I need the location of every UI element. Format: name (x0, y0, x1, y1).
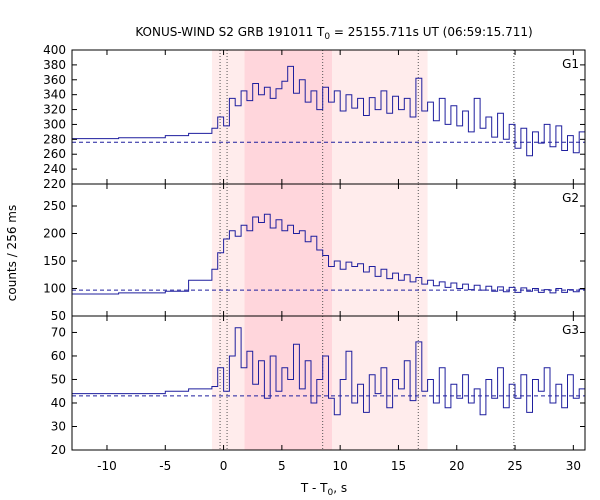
lightcurve-series (72, 327, 586, 416)
y-tick-label: 240 (43, 162, 66, 176)
panel-label: G1 (562, 57, 579, 71)
y-tick-label: 70 (51, 325, 66, 339)
lightcurve-series (72, 213, 586, 295)
y-tick-label: 50 (51, 372, 66, 386)
y-tick-label: 260 (43, 147, 66, 161)
interval-band (244, 316, 332, 450)
y-tick-label: 320 (43, 103, 66, 117)
y-tick-label: 30 (51, 419, 66, 433)
y-axis-label: counts / 256 ms (5, 205, 19, 301)
y-tick-label: 50 (51, 309, 66, 323)
y-tick-label: 100 (43, 282, 66, 296)
y-tick-label: 200 (43, 227, 66, 241)
y-tick-label: 20 (51, 443, 66, 457)
y-tick-label: 300 (43, 117, 66, 131)
x-axis-label: T - T0, s (300, 481, 347, 498)
interval-band (244, 50, 332, 184)
panel-label: G3 (562, 323, 579, 337)
y-tick-label: 340 (43, 88, 66, 102)
y-tick-label: 150 (43, 254, 66, 268)
lightcurve-series (72, 65, 586, 157)
x-tick-label: 30 (566, 459, 581, 473)
x-tick-label: 0 (220, 459, 228, 473)
x-tick-label: -5 (159, 459, 171, 473)
y-tick-label: 360 (43, 73, 66, 87)
y-tick-label: 280 (43, 132, 66, 146)
y-tick-label: 60 (51, 349, 66, 363)
y-tick-label: 40 (51, 396, 66, 410)
y-tick-label: 250 (43, 199, 66, 213)
panel-label: G2 (562, 191, 579, 205)
panel-g2: 50 100 150 200 250 G2 (43, 183, 586, 323)
panel-g3: 20 30 40 50 60 70 G3 (51, 315, 586, 457)
y-tick-label: 400 (43, 43, 66, 57)
chart-title: KONUS-WIND S2 GRB 191011 T0 = 25155.711s… (135, 25, 532, 42)
y-tick-label: 220 (43, 177, 66, 191)
panel-frame (71, 315, 586, 451)
plot-panels: 220240260280300320340360380400G150100150… (43, 43, 586, 473)
y-tick-label: 380 (43, 58, 66, 72)
x-tick-label: 15 (391, 459, 406, 473)
x-tick-label: -10 (97, 459, 117, 473)
x-tick-label: 10 (333, 459, 348, 473)
x-tick-label: 5 (278, 459, 286, 473)
x-tick-label: 20 (449, 459, 464, 473)
x-tick-label: 25 (507, 459, 522, 473)
